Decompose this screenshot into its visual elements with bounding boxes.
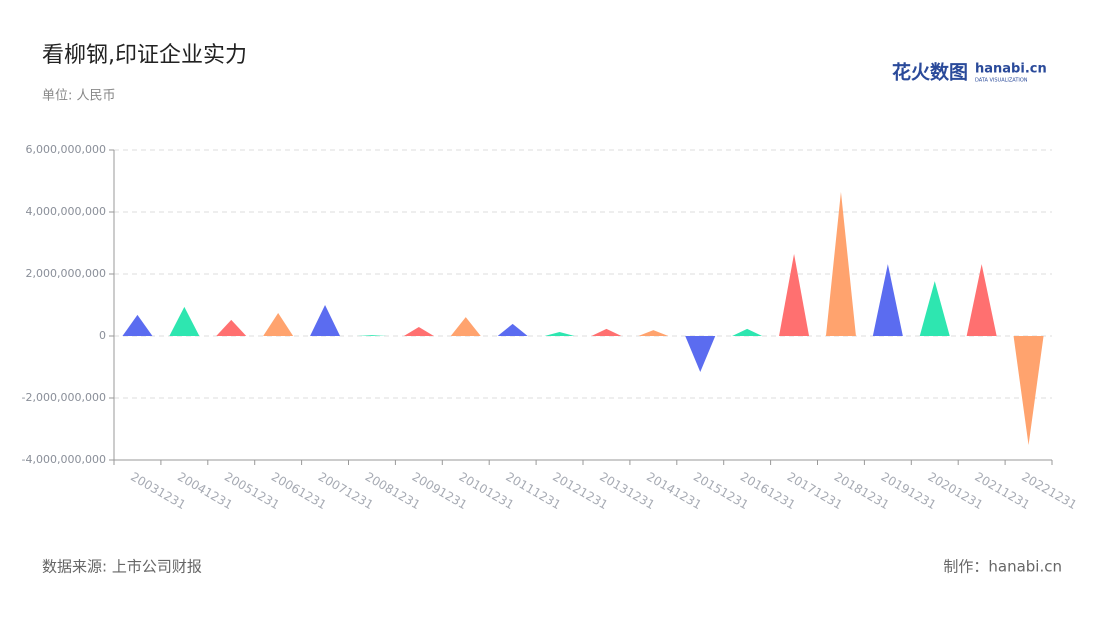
credit-note: 制作：hanabi.cn <box>943 558 1062 576</box>
bar <box>310 305 341 336</box>
bar <box>263 313 294 336</box>
bar <box>403 327 434 336</box>
bar <box>919 281 950 336</box>
bar <box>122 314 153 336</box>
bar <box>216 319 247 336</box>
source-note: 数据来源: 上市公司财报 <box>42 558 202 576</box>
bar <box>872 264 903 336</box>
logo-brand: hanabi.cn <box>975 62 1047 77</box>
bar <box>638 330 669 336</box>
bar <box>685 336 716 372</box>
bar <box>966 264 997 336</box>
bar <box>169 306 200 336</box>
chart-subtitle: 单位: 人民币 <box>42 89 116 104</box>
chart-title: 看柳钢,印证企业实力 <box>42 43 247 68</box>
logo: 花火数图 hanabi.cn DATA VISUALIZATION <box>892 61 1047 84</box>
y-tick-label: 4,000,000,000 <box>26 205 106 218</box>
logo-tagline: DATA VISUALIZATION <box>975 78 1028 84</box>
bar <box>732 328 763 336</box>
bar <box>497 323 528 336</box>
plot-area: -4,000,000,000 -2,000,000,000 0 2,000,000,0… <box>22 143 1080 512</box>
y-tick-label: -4,000,000,000 <box>22 453 106 466</box>
bar <box>450 317 481 336</box>
logo-text: 花火数图 <box>892 61 968 84</box>
bar <box>356 335 387 336</box>
y-tick-label: -2,000,000,000 <box>22 391 106 404</box>
bar <box>779 253 810 336</box>
y-tick-label: 0 <box>99 329 106 342</box>
y-tick-label: 2,000,000,000 <box>26 267 106 280</box>
bar <box>591 328 622 336</box>
bar <box>825 191 856 336</box>
bar <box>544 331 575 336</box>
bar <box>1013 336 1044 446</box>
y-tick-label: 6,000,000,000 <box>26 143 106 156</box>
